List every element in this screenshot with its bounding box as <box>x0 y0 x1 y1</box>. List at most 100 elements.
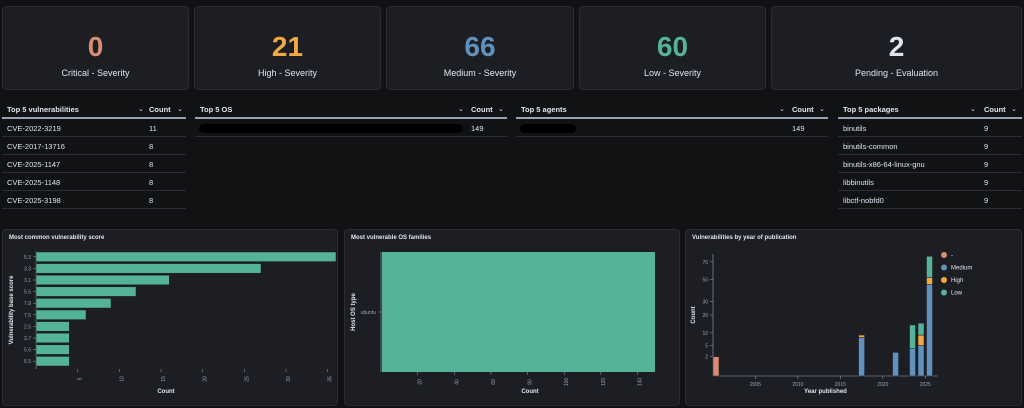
chevron-down-icon[interactable]: ⌄ <box>138 106 144 113</box>
kpi-label: Critical - Severity <box>61 68 130 78</box>
y-axis-label: Vulnerability base score <box>9 275 15 344</box>
legend-label: Low <box>951 291 963 297</box>
kpi-medium[interactable]: 66 Medium - Severity <box>386 6 574 90</box>
year-bar-segment <box>909 348 916 377</box>
y-tick-label: 50 <box>702 278 708 284</box>
x-tick-label: 20 <box>418 379 424 385</box>
table-header: Top 5 agents ⌄ Count ⌄ <box>516 99 828 119</box>
top-vulnerabilities-table: Top 5 vulnerabilities ⌄ Count ⌄ CVE-2022… <box>2 99 186 209</box>
y-axis-label: Host OS type <box>351 293 357 331</box>
kpi-low[interactable]: 60 Low - Severity <box>579 6 766 90</box>
row-count: 9 <box>984 124 989 133</box>
top-agents-table: Top 5 agents ⌄ Count ⌄ 149 <box>516 99 828 137</box>
kpi-label: Medium - Severity <box>443 68 517 78</box>
legend-label: Medium <box>951 266 972 272</box>
cve-id[interactable]: CVE-2025-1147 <box>7 160 61 169</box>
x-tick-label: 80 <box>528 379 534 385</box>
y-tick-label: 5.6 <box>24 348 31 354</box>
row-count: 8 <box>149 142 154 151</box>
column-header-name[interactable]: Top 5 agents <box>521 105 567 114</box>
kpi-value: 0 <box>87 31 104 62</box>
row-count: 11 <box>149 124 157 133</box>
year-bar-segment <box>926 284 933 377</box>
top-packages-table: Top 5 packages ⌄ Count ⌄ binutils 9 binut… <box>838 99 1022 209</box>
table-row: 149 <box>195 119 507 137</box>
column-header-name[interactable]: Top 5 OS <box>200 105 233 114</box>
panel-title: Most vulnerable OS families <box>351 235 432 241</box>
column-header-count[interactable]: Count <box>471 105 493 114</box>
x-tick-label: 30 <box>286 376 292 382</box>
package-name[interactable]: binutils-x86-64-linux-gnu <box>843 160 925 169</box>
y-tick-label: 3.3 <box>24 266 31 272</box>
year-bar-segment <box>858 334 865 338</box>
x-tick-label: 2015 <box>835 382 846 388</box>
panel-title: Most common vulnerability score <box>9 235 105 241</box>
os-families-chart[interactable]: ubuntu 20 40 60 80 100 120 140 Count Host OS type <box>345 230 681 407</box>
score-bar <box>35 344 70 355</box>
x-tick-label: 100 <box>564 378 570 387</box>
score-bar <box>35 321 70 332</box>
x-tick-label: 10 <box>119 376 125 382</box>
column-header-name[interactable]: Top 5 vulnerabilities <box>7 105 79 114</box>
chevron-down-icon[interactable]: ⌄ <box>819 106 825 113</box>
y-tick-label: 5 <box>705 344 708 350</box>
x-axis-label: Count <box>157 389 174 395</box>
redacted-os-name <box>199 124 463 133</box>
x-tick-label: 2010 <box>792 382 803 388</box>
year-bar-segment <box>926 277 933 285</box>
column-header-name[interactable]: Top 5 packages <box>843 105 899 114</box>
cve-id[interactable]: CVE-2022-3219 <box>7 124 61 133</box>
cve-id[interactable]: CVE-2025-1148 <box>7 178 61 187</box>
table-header: Top 5 OS ⌄ Count ⌄ <box>195 99 507 119</box>
chevron-down-icon[interactable]: ⌄ <box>498 106 504 113</box>
kpi-value: 2 <box>888 31 905 62</box>
chevron-down-icon[interactable]: ⌄ <box>1011 106 1017 113</box>
kpi-pending[interactable]: 2 Pending - Evaluation <box>771 6 1022 90</box>
package-name[interactable]: binutils <box>843 124 867 133</box>
table-header: Top 5 vulnerabilities ⌄ Count ⌄ <box>2 99 186 119</box>
package-name[interactable]: libctf-nobfd0 <box>843 196 884 205</box>
package-name[interactable]: binutils-common <box>843 142 898 151</box>
chevron-down-icon[interactable]: ⌄ <box>177 106 183 113</box>
kpi-high[interactable]: 21 High - Severity <box>194 6 381 90</box>
legend-swatch <box>941 289 947 296</box>
score-bar <box>35 356 70 367</box>
legend-swatch <box>941 264 947 271</box>
year-bar-segment <box>712 356 720 377</box>
score-bar <box>35 298 112 309</box>
vulnerability-score-chart[interactable]: 5.3 3.3 3.1 5.5 7.8 7.5 2.5 3.7 5.6 6.5 5 10 15 20 25 3… <box>3 230 339 407</box>
package-name[interactable]: libbinutils <box>843 178 874 187</box>
vulns-by-year-chart[interactable]: 2 5 10 20 30 50 70 2005 2010 2015 2020 2025 Year pub… <box>686 230 1023 407</box>
panel-title: Vulnerabilities by year of publication <box>692 235 797 241</box>
kpi-critical[interactable]: 0 Critical - Severity <box>2 6 189 90</box>
row-count: 9 <box>984 142 989 151</box>
y-tick-label: 70 <box>702 260 708 266</box>
x-tick-label: 2020 <box>877 382 888 388</box>
table-row: libbinutils 9 <box>838 173 1022 191</box>
kpi-label: High - Severity <box>257 68 318 78</box>
chevron-down-icon[interactable]: ⌄ <box>779 106 785 113</box>
score-bar <box>35 309 87 320</box>
chevron-down-icon[interactable]: ⌄ <box>458 106 464 113</box>
table-row: binutils 9 <box>838 119 1022 137</box>
y-tick-label: ubuntu <box>361 310 377 316</box>
x-tick-label: 20 <box>203 376 209 382</box>
score-bar <box>35 332 70 344</box>
column-header-count[interactable]: Count <box>149 105 171 114</box>
y-tick-label: 2.5 <box>24 324 31 330</box>
year-bar-segment <box>858 337 865 377</box>
y-tick-label: 6.5 <box>24 359 31 365</box>
y-tick-label: 5.5 <box>24 290 31 296</box>
table-row: binutils-x86-64-linux-gnu 9 <box>838 155 1022 173</box>
column-header-count[interactable]: Count <box>984 105 1006 114</box>
row-count: 9 <box>984 178 989 187</box>
row-count: 149 <box>471 124 484 133</box>
cve-id[interactable]: CVE-2025-3198 <box>7 196 61 205</box>
x-tick-label: 140 <box>638 378 644 387</box>
os-families-panel: Most vulnerable OS families ubuntu 20 40 60… <box>344 229 680 406</box>
y-tick-label: 10 <box>702 331 708 337</box>
cve-id[interactable]: CVE-2017-13716 <box>7 142 65 151</box>
column-header-count[interactable]: Count <box>792 105 814 114</box>
chevron-down-icon[interactable]: ⌄ <box>970 106 976 113</box>
table-row: CVE-2025-3198 8 <box>2 191 186 209</box>
